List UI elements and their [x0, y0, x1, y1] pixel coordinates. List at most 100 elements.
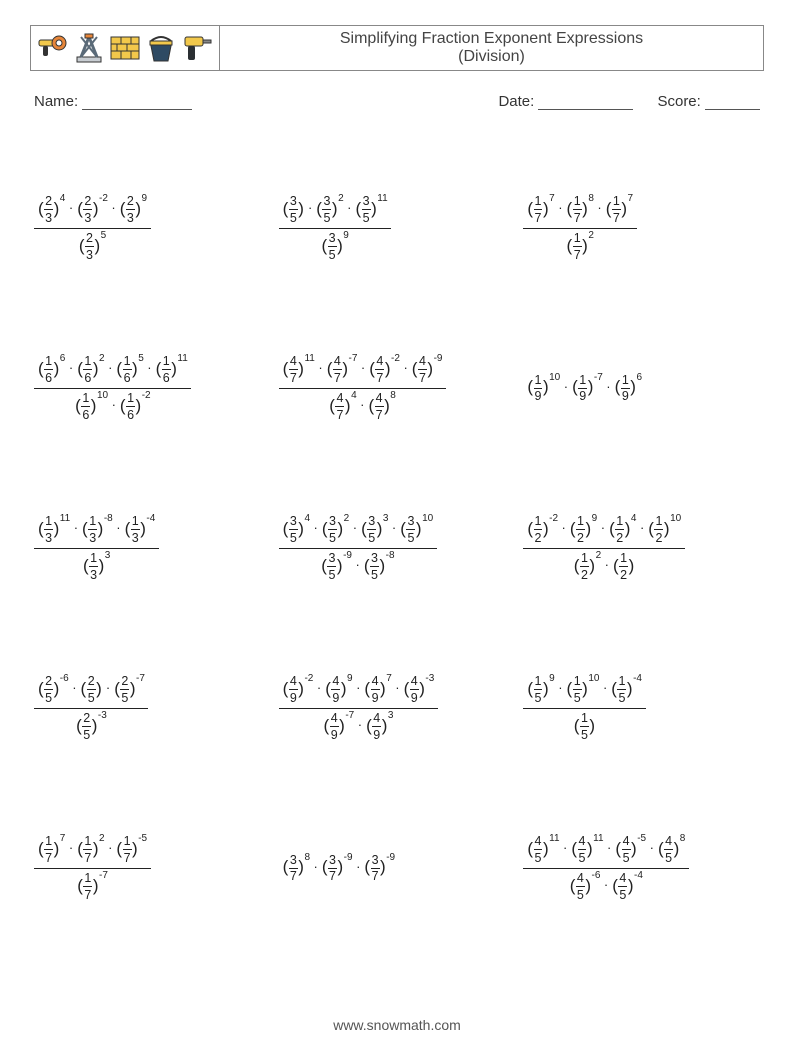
name-blank [82, 95, 192, 110]
problem-cell: (25)-6·(25)·(25)-7(25)-3 [30, 628, 275, 788]
dot-operator: · [346, 200, 352, 215]
dot-operator: · [110, 200, 116, 215]
problem-cell: (17)7·(17)2·(17)-5 (17)-7 [30, 788, 275, 948]
title-line2: (Division) [458, 48, 525, 66]
dot-operator: · [562, 840, 568, 855]
factor-row: (13)11·(13)-8·(13)-4 [38, 514, 155, 546]
factor-row: (35)4·(35)2·(35)3·(35)10 [283, 514, 433, 546]
dot-operator: · [107, 840, 113, 855]
factor: (47)-2 [369, 354, 399, 386]
factor-row: (49)-7·(49)3 [324, 711, 393, 743]
big-fraction: (35)·(35)2·(35)11(35)9 [279, 192, 392, 265]
dot-operator: · [402, 360, 408, 375]
dot-operator: · [313, 859, 319, 874]
factor: (45)-6 [570, 871, 600, 903]
factor-row: (23)5 [79, 231, 106, 263]
problem-cell: (45)11·(45)11·(45)-5·(45)8(45)-6·(45)-4 [519, 788, 764, 948]
factor: (17)2 [567, 231, 594, 263]
dot-operator: · [606, 840, 612, 855]
problem-cell: (13)11·(13)-8·(13)-4 (13)3 [30, 468, 275, 628]
factor-row: (17)7·(17)8·(17)7 [527, 194, 632, 226]
big-fraction: (35)4·(35)2·(35)3·(35)10 (35)-9·(35)-8 [279, 512, 437, 585]
dot-operator: · [563, 379, 569, 394]
factor: (35)9 [321, 231, 348, 263]
factor: (13)3 [83, 551, 110, 583]
big-fraction: (37)8·(37)-9·(37)-9 [279, 850, 399, 886]
dot-operator: · [105, 680, 111, 695]
factor: (37)-9 [322, 852, 352, 884]
problem-cell: (35)4·(35)2·(35)3·(35)10 (35)-9·(35)-8 [275, 468, 520, 628]
score-label: Score: [657, 93, 760, 110]
factor-row: (16)6·(16)2·(16)5·(16)11 [38, 354, 187, 386]
factor-row: (13)3 [83, 551, 110, 583]
factor: (23)4 [38, 194, 65, 226]
dot-operator: · [146, 360, 152, 375]
dot-operator: · [68, 360, 74, 375]
problem-cell: (19)10·(19)-7·(19)6 [519, 308, 764, 468]
factor: (49)-2 [283, 674, 313, 706]
factor: (19)10 [527, 372, 559, 404]
dot-operator: · [107, 360, 113, 375]
problem-cell: (47)11·(47)-7·(47)-2·(47)-9(47)4·(47)8 [275, 308, 520, 468]
big-fraction: (12)-2·(12)9·(12)4·(12)10(12)2·(12) [523, 512, 684, 585]
factor-row: (45)11·(45)11·(45)-5·(45)8 [527, 834, 684, 866]
meta-line: Name: Date: Score: [34, 93, 760, 110]
factor-row: (17)7·(17)2·(17)-5 [38, 834, 147, 866]
header-icons [31, 26, 220, 70]
factor-row: (15)9·(15)10·(15)-4 [527, 674, 641, 706]
dot-operator: · [600, 520, 606, 535]
factor: (45)8 [658, 834, 685, 866]
factor: (17)7 [527, 194, 554, 226]
worksheet-page: Simplifying Fraction Exponent Expression… [0, 0, 794, 1053]
factor: (23)-2 [77, 194, 107, 226]
dot-operator: · [68, 200, 74, 215]
factor-row: (16)10·(16)-2 [75, 391, 150, 423]
dot-operator: · [313, 520, 319, 535]
dot-operator: · [317, 360, 323, 375]
factor-row: (35)-9·(35)-8 [321, 551, 394, 583]
factor-row: (25)-3 [76, 711, 106, 743]
factor: (49)7 [364, 674, 391, 706]
big-fraction: (25)-6·(25)·(25)-7(25)-3 [34, 672, 148, 745]
date-label: Date: [498, 93, 633, 110]
factor: (19)-7 [572, 372, 602, 404]
factor: (35)11 [356, 194, 388, 226]
problem-cell: (17)7·(17)8·(17)7 (17)2 [519, 148, 764, 308]
factor-row: (17)-7 [77, 871, 107, 903]
problem-cell: (37)8·(37)-9·(37)-9 [275, 788, 520, 948]
big-fraction: (17)7·(17)2·(17)-5 (17)-7 [34, 832, 151, 905]
factor: (45)-5 [615, 834, 645, 866]
factor: (23)5 [79, 231, 106, 263]
factor: (12)4 [609, 514, 636, 546]
factor: (25)-7 [114, 674, 144, 706]
dot-operator: · [639, 520, 645, 535]
jack-icon [73, 31, 105, 65]
dot-operator: · [352, 520, 358, 535]
factor: (35)4 [283, 514, 310, 546]
factor: (35)3 [361, 514, 388, 546]
problem-cell: (15)9·(15)10·(15)-4 (15) [519, 628, 764, 788]
problem-cell: (49)-2·(49)9·(49)7·(49)-3(49)-7·(49)3 [275, 628, 520, 788]
dot-operator: · [391, 520, 397, 535]
factor-row: (15) [574, 711, 595, 743]
big-fraction: (17)7·(17)8·(17)7 (17)2 [523, 192, 636, 265]
factor-row: (49)-2·(49)9·(49)7·(49)-3 [283, 674, 434, 706]
factor: (49)-3 [404, 674, 434, 706]
factor: (17)-7 [77, 871, 107, 903]
factor: (35)-9 [321, 551, 351, 583]
factor-row: (23)4·(23)-2·(23)9 [38, 194, 147, 226]
dot-operator: · [355, 680, 361, 695]
factor: (13)11 [38, 514, 70, 546]
factor-row: (45)-6·(45)-4 [570, 871, 643, 903]
factor: (47)-9 [412, 354, 442, 386]
problem-cell: (23)4·(23)-2·(23)9 (23)5 [30, 148, 275, 308]
big-fraction: (45)11·(45)11·(45)-5·(45)8(45)-6·(45)-4 [523, 832, 688, 905]
factor: (45)-4 [612, 871, 642, 903]
factor-row: (35)·(35)2·(35)11 [283, 194, 388, 226]
dot-operator: · [316, 680, 322, 695]
name-label: Name: [34, 93, 192, 110]
factor: (13)-4 [125, 514, 155, 546]
factor: (16)10 [75, 391, 107, 423]
drill-icon [181, 31, 213, 65]
problems-grid: (23)4·(23)-2·(23)9(23)5(35)·(35)2·(35)11… [30, 148, 764, 948]
